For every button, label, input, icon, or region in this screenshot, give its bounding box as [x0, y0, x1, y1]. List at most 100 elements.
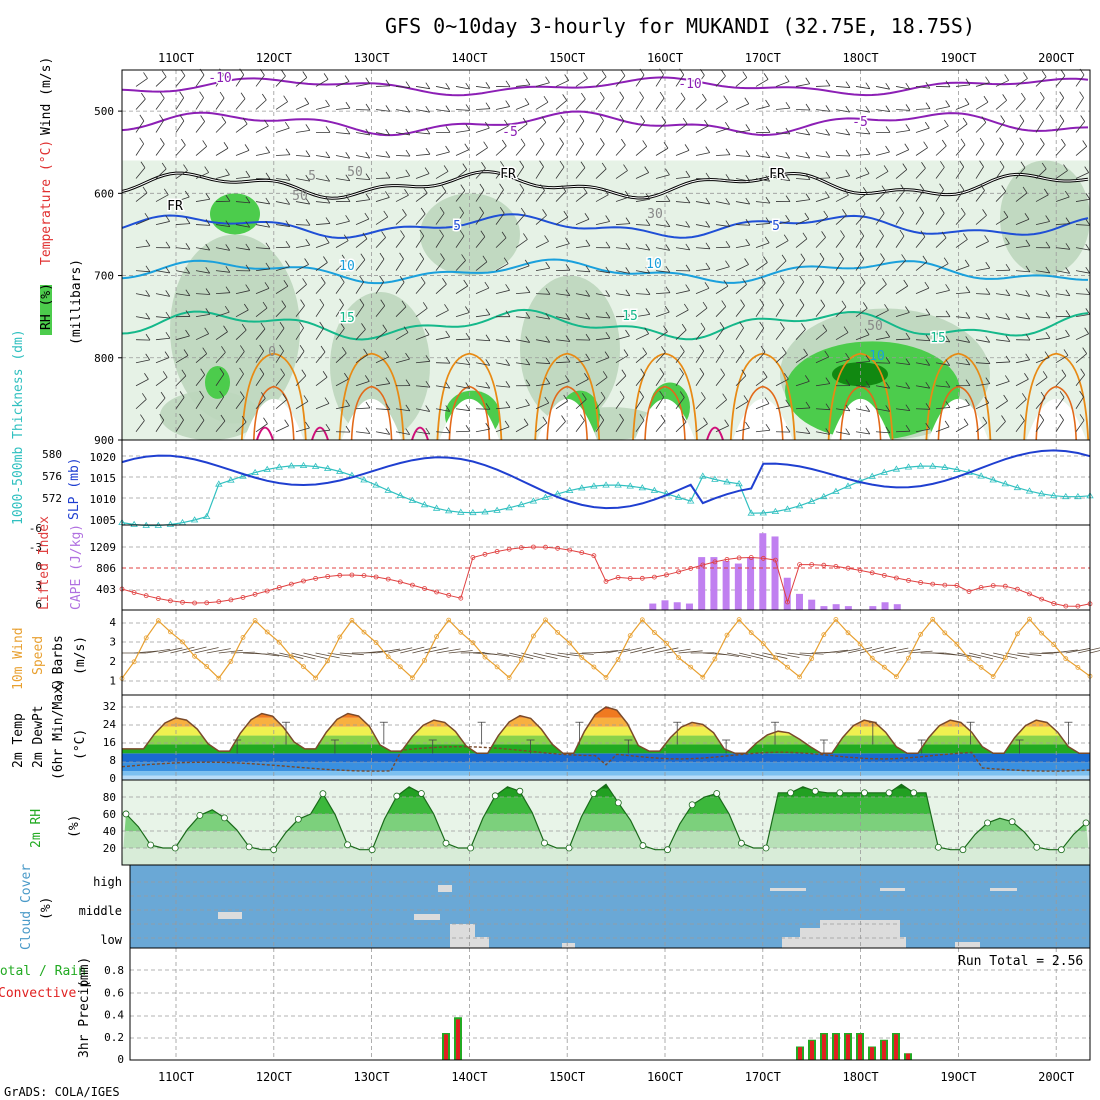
- barb-flag: [959, 160, 965, 168]
- barb-flag: [843, 326, 849, 333]
- barb-flag: [865, 380, 871, 388]
- barb: [615, 355, 629, 364]
- thickness-marker: [493, 506, 501, 513]
- barb-flag: [885, 105, 891, 112]
- barb-flag: [1085, 243, 1091, 251]
- barb-flag: [1065, 329, 1070, 337]
- barb: [315, 223, 330, 225]
- wind10m-marker: [591, 664, 597, 670]
- barb: [595, 97, 605, 110]
- barb-flag: [885, 405, 891, 412]
- barb: [695, 247, 710, 250]
- wind10m-marker: [276, 639, 282, 645]
- barb-flag: [585, 290, 591, 297]
- barb: [1075, 198, 1090, 202]
- barb-flag: [865, 405, 871, 412]
- barb-flag: [505, 401, 511, 408]
- barb-flag: [1020, 414, 1025, 421]
- barb: [795, 354, 808, 364]
- wind10m-barb: [339, 652, 364, 656]
- wind10m-barb: [981, 652, 1006, 660]
- wind10m-barb: [593, 650, 618, 654]
- barb-flag: [664, 305, 670, 313]
- rh2m-marker: [787, 789, 795, 797]
- barb-flag: [601, 162, 607, 170]
- wind10m-barb: [884, 647, 909, 654]
- barb: [575, 293, 590, 297]
- barb-flag: [219, 91, 225, 99]
- barb: [655, 174, 670, 179]
- precip-y-tick: 0: [117, 1053, 124, 1066]
- barb-flag: [385, 428, 391, 435]
- barb: [715, 350, 724, 363]
- barb-flag: [365, 77, 371, 84]
- cloud-units: (%): [39, 897, 54, 920]
- barb: [1035, 357, 1050, 364]
- barb-flag: [905, 404, 911, 411]
- barb-flag: [481, 162, 486, 169]
- barb: [595, 357, 610, 364]
- barb: [535, 267, 550, 272]
- barb-flag: [839, 276, 845, 283]
- barb-flag: [645, 219, 651, 226]
- wind10m-marker: [748, 630, 754, 636]
- barb-flag: [699, 344, 705, 352]
- barb-flag: [265, 197, 271, 205]
- barb-flag: [963, 233, 968, 240]
- barb-flag: [179, 114, 185, 122]
- barb-flag: [340, 322, 345, 329]
- cape-bar: [881, 602, 889, 610]
- wind10m-barb: [206, 648, 231, 654]
- barb-flag: [1061, 369, 1067, 376]
- barb: [195, 396, 204, 409]
- barb: [315, 429, 330, 433]
- barb-flag: [779, 298, 784, 306]
- barb: [295, 375, 307, 387]
- thickness-marker: [578, 484, 586, 491]
- barb-flag: [1045, 266, 1051, 274]
- barb: [355, 238, 368, 248]
- barb-flag: [1005, 355, 1011, 363]
- barb-flag: [701, 93, 707, 101]
- barb: [195, 121, 205, 133]
- li-marker: [470, 555, 476, 560]
- barb-flag: [785, 399, 791, 407]
- barb: [835, 282, 845, 294]
- barb: [875, 408, 890, 412]
- barb: [935, 339, 950, 343]
- top-tick-label: 11OCT: [158, 51, 194, 65]
- barb-flag: [943, 257, 949, 264]
- barb-flag: [599, 91, 605, 99]
- wind10m-barb: [678, 650, 703, 654]
- barb-flag: [1039, 91, 1045, 99]
- barb-flag: [525, 399, 530, 406]
- thickness-marker: [820, 492, 828, 500]
- temp2m-label-c: (6hr Min/Max): [51, 678, 66, 780]
- barb-flag: [465, 306, 470, 313]
- barb-flag: [764, 236, 770, 244]
- barb-flag: [640, 115, 645, 122]
- barb: [355, 407, 370, 410]
- barb-flag: [679, 367, 684, 375]
- barb: [295, 351, 305, 363]
- barb-flag: [785, 195, 791, 202]
- barb-flag: [859, 229, 865, 237]
- barb-flag: [302, 71, 308, 78]
- barb: [275, 178, 290, 181]
- warm-core: [635, 398, 695, 440]
- barb-flag: [405, 81, 411, 88]
- wind10m-marker: [216, 675, 222, 681]
- rh2m-marker: [221, 814, 228, 822]
- barb-flag: [480, 230, 486, 237]
- rh2m-marker: [516, 787, 524, 795]
- wind10m-barb: [255, 652, 280, 657]
- cloud-block: [782, 937, 800, 948]
- bottom-x-ticks: 11OCT 12OCT 13OCT 14OCT 15OCT 16OCT 17OCT 18OCT…: [158, 1070, 1074, 1084]
- barb: [895, 385, 910, 389]
- barb: [635, 172, 649, 179]
- barb-flag: [924, 281, 930, 289]
- contour-20: [338, 352, 405, 441]
- barb-flag: [364, 375, 370, 382]
- barb: [895, 312, 910, 318]
- barb-flag: [165, 215, 170, 222]
